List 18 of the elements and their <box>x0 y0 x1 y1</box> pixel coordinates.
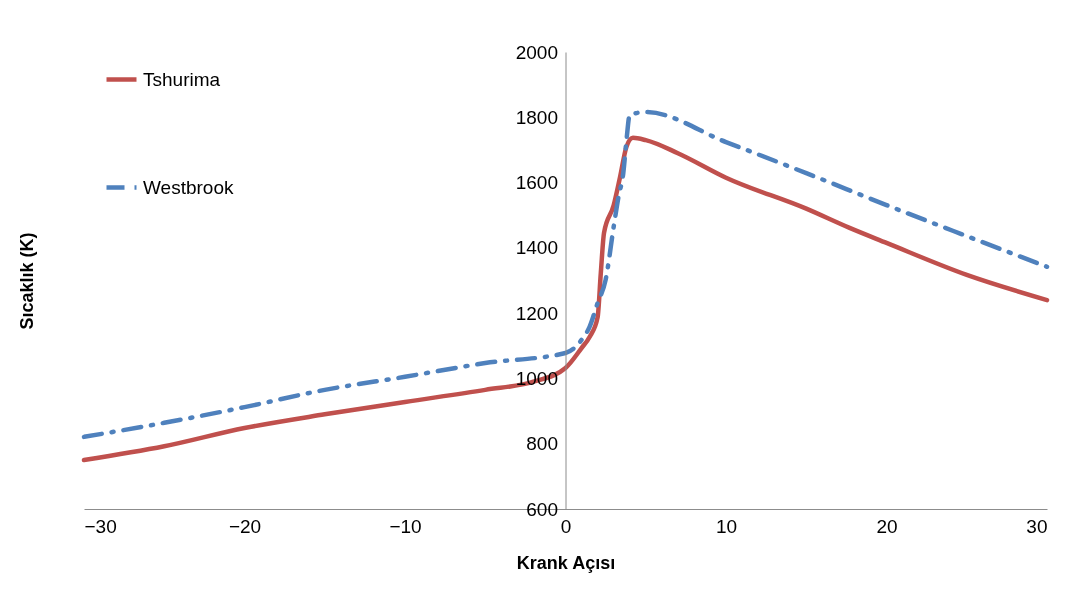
y-axis-title: Sıcaklık (K) <box>16 232 37 330</box>
x-tick-label: 10 <box>715 515 738 537</box>
y-tick-label: 1200 <box>515 302 558 324</box>
y-tick-label: 800 <box>526 433 558 455</box>
y-tick-label: 2000 <box>515 41 558 63</box>
x-tick-label: 0 <box>560 515 572 537</box>
x-tick-label: 30 <box>1026 515 1048 537</box>
legend-label: Tshurima <box>143 68 221 90</box>
x-tick-label: 20 <box>876 515 898 537</box>
x-tick-label: −30 <box>84 515 117 537</box>
y-tick-label: 1800 <box>515 106 558 128</box>
x-tick-label: −20 <box>228 515 262 537</box>
x-tick-label: −10 <box>389 515 422 537</box>
y-tick-label: 600 <box>526 498 558 520</box>
x-axis-title: Krank Açısı <box>516 552 616 573</box>
y-tick-label: 1400 <box>515 237 558 259</box>
y-tick-label: 1600 <box>515 172 558 194</box>
legend-label: Westbrook <box>143 176 234 198</box>
